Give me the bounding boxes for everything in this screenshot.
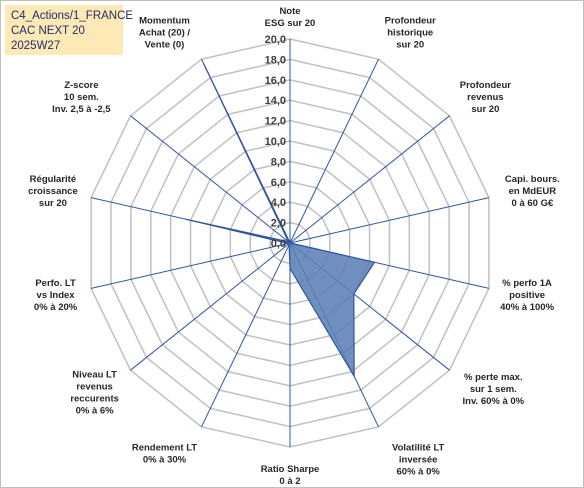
tick-label: 0,0 bbox=[271, 238, 286, 250]
axis-label-line: revenus bbox=[76, 382, 112, 393]
axis-label-line: Niveau LT bbox=[72, 370, 117, 381]
axis-label-line: inversée bbox=[399, 455, 438, 466]
tick-label: 6,0 bbox=[271, 177, 286, 189]
axis-label-line: Volatilité LT bbox=[392, 443, 445, 454]
axis-label-line: Vente (0) bbox=[145, 39, 185, 50]
axis-label: Note ESG sur 20 bbox=[265, 6, 316, 29]
axis-label-line: revenus bbox=[467, 92, 503, 103]
tick-label: 16,0 bbox=[265, 75, 286, 87]
axis-label-line: % perte max. bbox=[464, 372, 523, 383]
axis-label-line: vs Index bbox=[37, 290, 76, 301]
axis-spoke bbox=[130, 115, 291, 244]
axis-spoke bbox=[201, 242, 291, 428]
axis-spoke bbox=[289, 197, 489, 244]
axis-label: Z-score 10 sem. Inv. 2,5 à -2,5 bbox=[52, 80, 111, 115]
axis-label-line: Capi. bours. bbox=[505, 174, 560, 185]
axis-label-line: sur 20 bbox=[39, 198, 67, 209]
axis-label-line: Momentum bbox=[139, 15, 190, 26]
axis-label: Ratio Sharpe 0 à 2 bbox=[261, 464, 320, 487]
axis-label-line: 60% à 0% bbox=[397, 467, 441, 478]
axis-label: Capi. bours. en MdEUR 0 à 60 G€ bbox=[505, 174, 560, 209]
title-line-1: C4_Actions/1_FRANCE bbox=[11, 10, 134, 22]
tick-label: 20,0 bbox=[265, 34, 286, 46]
axis-label-line: Rendement LT bbox=[132, 443, 197, 454]
axis-spoke bbox=[130, 242, 291, 371]
axis-label-line: Note bbox=[279, 6, 300, 17]
series-area bbox=[185, 63, 376, 379]
title-line-3: 2025W27 bbox=[11, 40, 61, 52]
axis-label-line: 0% à 30% bbox=[143, 455, 187, 466]
axis-label-line: Profondeur bbox=[460, 80, 511, 91]
axis-label: Profondeur historique sur 20 bbox=[385, 15, 436, 50]
axis-label: Rendement LT 0% à 30% bbox=[132, 443, 197, 466]
axis-label: % perte max. sur 1 sem. Inv. 60% à 0% bbox=[463, 372, 525, 407]
axis-label: % perfo 1A positive 40% à 100% bbox=[500, 278, 554, 313]
title-line-2: CAC NEXT 20 bbox=[11, 25, 85, 37]
axis-label-line: 10 sem. bbox=[64, 92, 99, 103]
tick-label: 4,0 bbox=[271, 197, 286, 209]
axis-label-line: 0 à 60 G€ bbox=[512, 198, 554, 209]
axis-label-line: 40% à 100% bbox=[500, 302, 554, 313]
axis-label-line: Inv. 2,5 à -2,5 bbox=[52, 104, 111, 115]
axis-spoke bbox=[289, 115, 450, 244]
tick-label: 18,0 bbox=[265, 54, 286, 66]
axis-label-line: Ratio Sharpe bbox=[261, 464, 320, 475]
axis-label-line: croissance bbox=[28, 186, 78, 197]
tick-label: 12,0 bbox=[265, 116, 286, 128]
axis-label-line: 0 à 2 bbox=[279, 476, 300, 487]
axis-label-line: sur 1 sem. bbox=[470, 384, 517, 395]
axis-label-line: Régularité bbox=[30, 174, 76, 185]
axis-label-line: Achat (20) / bbox=[139, 27, 191, 38]
axis-label: Niveau LT revenus reccurents 0% à 6% bbox=[70, 370, 119, 417]
axis-label-line: Profondeur bbox=[385, 15, 436, 26]
axis-label-line: en MdEUR bbox=[509, 186, 557, 197]
axis-label-line: historique bbox=[387, 27, 433, 38]
axis-label-line: Inv. 60% à 0% bbox=[463, 396, 525, 407]
axis-label-line: 0% à 6% bbox=[76, 406, 115, 417]
title-box: C4_Actions/1_FRANCE CAC NEXT 20 2025W27 bbox=[5, 5, 134, 55]
tick-label: 10,0 bbox=[265, 136, 286, 148]
axis-label-line: sur 20 bbox=[396, 39, 424, 50]
tick-label: 2,0 bbox=[271, 218, 286, 230]
axis-label: Momentum Achat (20) / Vente (0) bbox=[139, 15, 191, 50]
axis-label-line: sur 20 bbox=[471, 104, 499, 115]
axis-label: Régularité croissance sur 20 bbox=[28, 174, 78, 209]
axis-label: Volatilité LT inversée 60% à 0% bbox=[392, 443, 445, 478]
axis-label-line: reccurents bbox=[70, 394, 119, 405]
axis-label-line: Z-score bbox=[64, 80, 98, 91]
axis-label-line: ESG sur 20 bbox=[265, 18, 316, 29]
tick-label: 8,0 bbox=[271, 156, 286, 168]
axis-label: Profondeur revenus sur 20 bbox=[460, 80, 511, 115]
axis-spoke bbox=[91, 242, 291, 289]
axis-spoke bbox=[289, 58, 379, 244]
axis-label-line: positive bbox=[509, 290, 545, 301]
axis-label: Perfo. LT vs Index 0% à 20% bbox=[34, 278, 78, 313]
axis-label-line: Perfo. LT bbox=[35, 278, 76, 289]
axis-label-line: 0% à 20% bbox=[34, 302, 78, 313]
tick-label: 14,0 bbox=[265, 95, 286, 107]
axis-label-line: % perfo 1A bbox=[502, 278, 552, 289]
